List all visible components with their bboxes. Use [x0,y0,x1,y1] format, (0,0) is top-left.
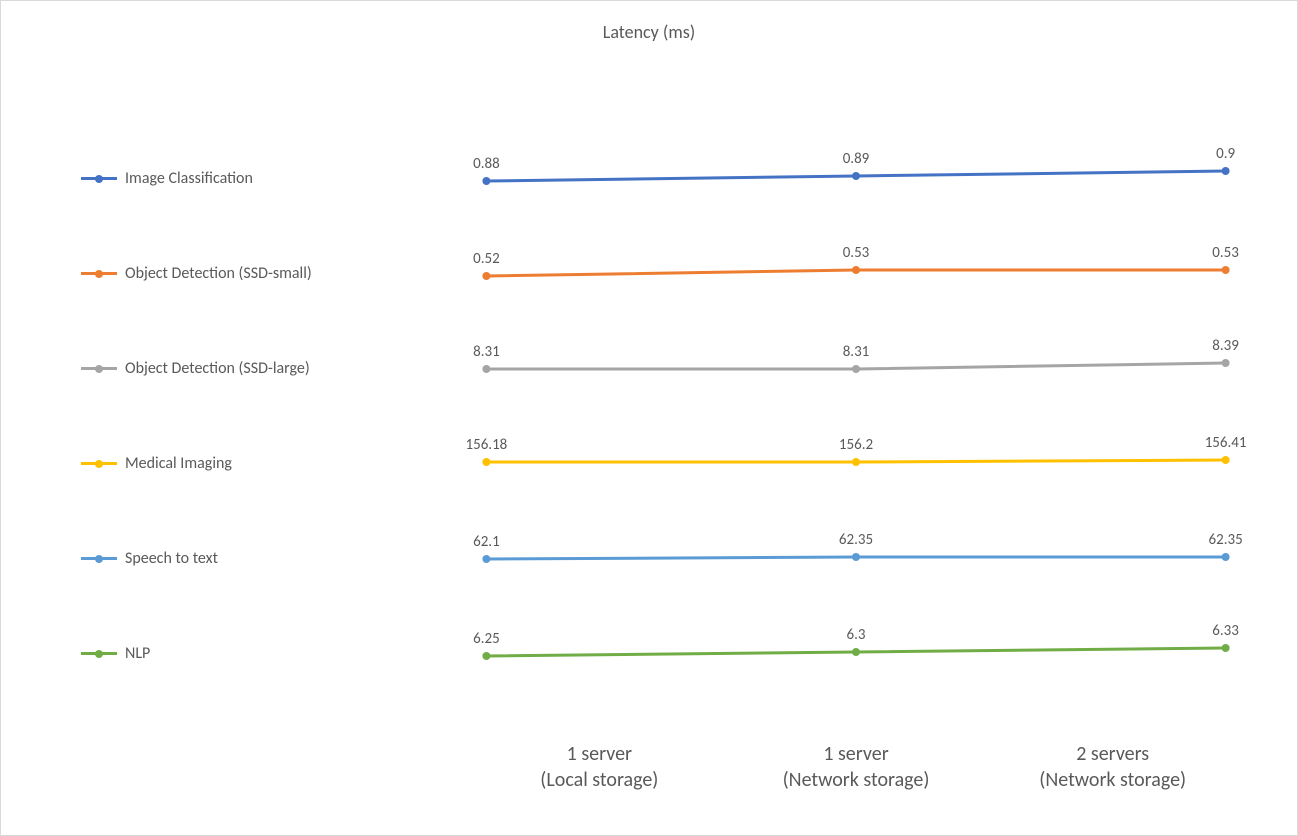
data-label: 0.52 [473,250,500,268]
legend-marker-icon [81,272,117,275]
legend-label: Medical Imaging [125,454,232,473]
data-label: 156.18 [465,436,507,454]
data-label: 8.31 [473,343,500,361]
data-label: 6.3 [847,626,866,644]
legend-item: Speech to text [81,511,381,606]
legend-label: Object Detection (SSD-large) [125,359,310,378]
data-label: 0.9 [1216,145,1235,163]
legend-label: Speech to text [125,549,218,568]
data-label: 156.2 [839,436,873,454]
plot-area: 0.88 0.89 0.9 0.52 0.53 0.53 8.31 8.31 8.39 156.1… [471,131,1241,701]
data-label: 62.35 [1208,531,1242,549]
latency-chart: Latency (ms) Image Classification Object … [0,0,1298,836]
legend-marker-icon [81,177,117,180]
x-axis-label: 1 server(Network storage) [728,741,985,793]
data-label: 62.1 [473,533,500,551]
data-label: 62.35 [839,531,873,549]
legend-item: Object Detection (SSD-small) [81,226,381,321]
series-row: 6.25 6.3 6.33 [471,606,1241,701]
data-label: 8.31 [843,343,870,361]
legend-marker-icon [81,367,117,370]
data-label: 0.88 [473,155,500,173]
data-label: 8.39 [1212,337,1239,355]
series-row: 156.18156.2156.41 [471,416,1241,511]
legend-marker-icon [81,462,117,465]
chart-title: Latency (ms) [1,21,1297,43]
data-label: 6.33 [1212,622,1239,640]
x-axis-labels: 1 server(Local storage)1 server(Network … [471,741,1241,793]
series-row: 0.88 0.89 0.9 [471,131,1241,226]
legend-item: NLP [81,606,381,701]
legend-label: NLP [125,644,150,663]
series-row: 62.1 62.35 62.35 [471,511,1241,606]
series-row: 8.31 8.31 8.39 [471,321,1241,416]
legend-item: Image Classification [81,131,381,226]
legend-label: Object Detection (SSD-small) [125,264,312,283]
data-label: 156.41 [1205,434,1247,452]
legend-marker-icon [81,652,117,655]
series-row: 0.52 0.53 0.53 [471,226,1241,321]
data-label: 6.25 [473,630,500,648]
legend-item: Object Detection (SSD-large) [81,321,381,416]
data-label: 0.89 [843,150,870,168]
legend: Image Classification Object Detection (SS… [81,131,381,701]
x-axis-label: 1 server(Local storage) [471,741,728,793]
data-label: 0.53 [843,244,870,262]
legend-marker-icon [81,557,117,560]
legend-label: Image Classification [125,169,253,188]
legend-item: Medical Imaging [81,416,381,511]
x-axis-label: 2 servers(Network storage) [984,741,1241,793]
data-label: 0.53 [1212,244,1239,262]
